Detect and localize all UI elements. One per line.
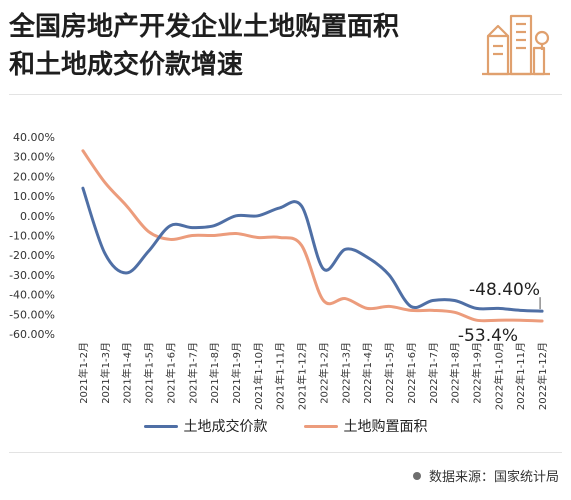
legend-label-land-area: 土地购置面积 — [343, 419, 428, 435]
x-tick-label: 2022年1-4月 — [361, 342, 374, 404]
x-tick-label: 2021年1-12月 — [296, 342, 309, 410]
y-tick-label: -10.00% — [9, 230, 55, 243]
annotation-land-area: -53.4% — [458, 326, 518, 346]
x-tick-label: 2022年1-8月 — [449, 342, 462, 404]
source-text: 数据来源：国家统计局 — [428, 470, 559, 485]
x-tick-label: 2022年1-9月 — [470, 342, 483, 404]
y-tick-label: 40.00% — [13, 131, 55, 144]
y-tick-label: 20.00% — [13, 170, 55, 183]
legend: 土地成交价款 土地购置面积 — [0, 416, 571, 436]
legend-item-land-area: 土地购置面积 — [303, 416, 428, 436]
title-line-2: 和土地成交价款增速 — [9, 50, 244, 80]
x-tick-label: 2021年1-5月 — [143, 342, 156, 404]
x-tick-label: 2022年1-2月 — [317, 342, 330, 404]
footer-divider — [9, 452, 562, 453]
y-tick-label: -50.00% — [9, 308, 55, 321]
title-divider — [9, 94, 562, 95]
x-tick-label: 2021年1-7月 — [186, 342, 199, 404]
annotations: -48.40% -53.4% — [458, 280, 541, 346]
x-tick-label: 2022年1-10月 — [492, 342, 505, 410]
legend-label-land-price: 土地成交价款 — [183, 419, 268, 435]
x-axis: 2021年1-2月 2021年1-3月 2021年1-4月 2021年1-5月 2021… — [77, 342, 549, 410]
legend-item-land-price: 土地成交价款 — [143, 416, 268, 436]
legend-swatch-land-area — [303, 424, 338, 428]
chart-title: 全国房地产开发企业土地购置面积 和土地成交价款增速 — [9, 8, 399, 84]
y-tick-label: 10.00% — [13, 190, 55, 203]
x-tick-label: 2022年1-6月 — [405, 342, 418, 404]
x-tick-label: 2022年1-11月 — [514, 342, 527, 410]
buildings-logo-icon — [482, 14, 550, 76]
x-tick-label: 2022年1-7月 — [427, 342, 440, 404]
x-tick-label: 2021年1-3月 — [99, 342, 112, 404]
plot-area — [81, 149, 544, 323]
series-line-land-price — [81, 186, 544, 313]
x-tick-label: 2021年1-4月 — [121, 342, 134, 404]
y-tick-label: -20.00% — [9, 249, 55, 262]
x-tick-label: 2022年1-3月 — [339, 342, 352, 404]
x-tick-label: 2022年1-5月 — [383, 342, 396, 404]
bullet-icon — [412, 471, 421, 480]
legend-swatch-land-price — [143, 424, 178, 428]
y-tick-label: -30.00% — [9, 269, 55, 282]
annotation-land-price: -48.40% — [469, 280, 540, 300]
x-tick-label: 2021年1-8月 — [208, 342, 221, 404]
source-note: 数据来源：国家统计局 — [412, 466, 559, 485]
x-tick-label: 2021年1-9月 — [230, 342, 243, 404]
x-tick-label: 2021年1-11月 — [274, 342, 287, 410]
y-tick-label: 30.00% — [13, 151, 55, 164]
x-tick-label: 2021年1-6月 — [164, 342, 177, 404]
x-tick-label: 2021年1-10月 — [252, 342, 265, 410]
y-tick-label: -40.00% — [9, 289, 55, 302]
y-tick-label: 0.00% — [20, 210, 55, 223]
x-tick-label: 2022年1-12月 — [536, 342, 549, 410]
y-tick-label: -60.00% — [9, 328, 55, 341]
title-line-1: 全国房地产开发企业土地购置面积 — [9, 12, 400, 42]
y-axis: 40.00% 30.00% 20.00% 10.00% 0.00% -10.00% -20.… — [9, 131, 55, 341]
x-tick-label: 2021年1-2月 — [77, 342, 90, 404]
